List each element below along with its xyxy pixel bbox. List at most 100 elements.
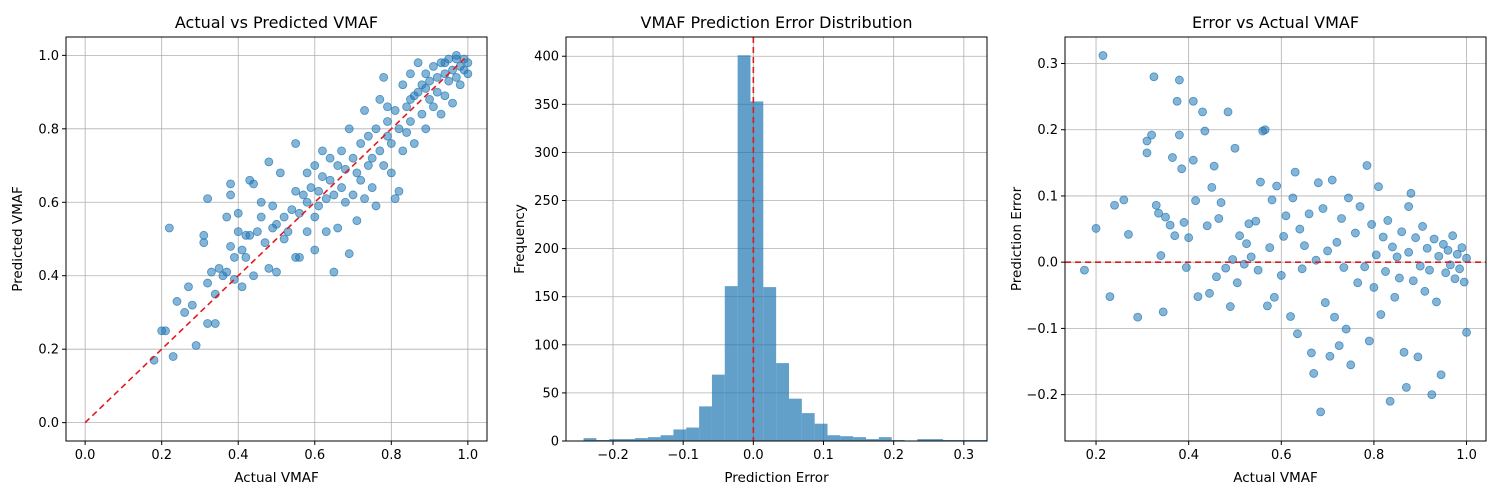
scatter-point xyxy=(352,168,362,178)
y-axis-label: Frequency xyxy=(512,204,528,274)
scatter-point xyxy=(375,146,385,156)
scatter-point xyxy=(451,50,461,60)
x-tick-label: 0.0 xyxy=(743,448,764,463)
scatter-point xyxy=(1239,259,1249,269)
scatter-point xyxy=(1459,277,1469,287)
scatter-point xyxy=(1320,298,1330,307)
scatter-point xyxy=(1422,243,1432,253)
chart-title: Error vs Actual VMAF xyxy=(1192,13,1359,32)
scatter-point xyxy=(1385,396,1395,406)
scatter-point xyxy=(1124,229,1133,239)
y-tick-label: 0.2 xyxy=(1037,123,1058,138)
scatter-point xyxy=(1323,246,1333,256)
scatter-point xyxy=(325,175,335,185)
scatter-point xyxy=(1346,360,1356,370)
histogram-bar xyxy=(711,374,725,441)
histogram-bar xyxy=(801,413,815,441)
scatter-point xyxy=(1394,273,1404,283)
scatter-point xyxy=(390,106,400,115)
scatter-point xyxy=(1408,276,1418,286)
scatter-point xyxy=(1281,211,1291,221)
scatter-point xyxy=(432,87,442,97)
scatter-point xyxy=(371,201,381,211)
scatter-point xyxy=(1288,193,1298,203)
scatter-point xyxy=(272,219,281,229)
scatter-point xyxy=(233,208,243,218)
scatter-point xyxy=(180,308,190,317)
histogram-bar xyxy=(776,363,789,441)
scatter-point xyxy=(1443,245,1453,255)
scatter-point xyxy=(222,212,232,222)
scatter-point xyxy=(252,227,262,237)
scatter-point xyxy=(383,117,392,126)
scatter-point xyxy=(1367,220,1377,229)
scatter-point xyxy=(1401,382,1411,392)
scatter-point xyxy=(1399,347,1409,357)
scatter-point xyxy=(321,194,331,204)
scatter-point xyxy=(1455,264,1465,274)
x-tick-label: −0.1 xyxy=(667,448,699,463)
scatter-point xyxy=(237,245,247,255)
x-tick-label: 0.1 xyxy=(813,448,834,463)
scatter-point xyxy=(1311,255,1321,265)
chart-title: VMAF Prediction Error Distribution xyxy=(641,13,913,32)
histogram-bar xyxy=(763,287,777,441)
scatter-point xyxy=(1080,265,1089,275)
scatter-point xyxy=(421,124,431,134)
scatter-point xyxy=(1369,282,1379,292)
scatter-point xyxy=(298,190,308,200)
scatter-point xyxy=(1371,250,1381,260)
scatter-point xyxy=(406,117,415,126)
scatter-point xyxy=(1425,265,1434,275)
y-tick-label: 0.4 xyxy=(38,269,59,284)
scatter-point xyxy=(348,190,358,200)
scatter-point xyxy=(1214,214,1224,223)
scatter-point xyxy=(417,109,427,119)
scatter-point xyxy=(210,319,220,328)
scatter-point xyxy=(383,102,392,112)
scatter-point xyxy=(1253,265,1263,275)
y-tick-label: 0.8 xyxy=(38,122,59,137)
scatter-point xyxy=(1436,370,1446,380)
scatter-point xyxy=(302,197,312,207)
scatter-point xyxy=(340,197,350,207)
scatter-point xyxy=(448,98,457,108)
scatter-point xyxy=(344,249,354,259)
scatter-point xyxy=(1297,264,1307,274)
scatter-point xyxy=(1098,51,1108,60)
scatter-point xyxy=(1165,220,1175,230)
chart-panel-2: −0.2 −0.1 0.0 0.1 0.2 0.3 0 50 100 150 200 250 300 35… xyxy=(512,13,988,486)
y-axis-label: Predicted VMAF xyxy=(10,186,26,292)
scatter-point xyxy=(425,76,434,86)
y-tick-label: 0.3 xyxy=(1037,57,1058,72)
histogram-bar xyxy=(660,435,674,441)
x-tick-label: 0.8 xyxy=(381,448,402,463)
scatter-point xyxy=(1209,161,1219,171)
histogram-bar xyxy=(686,427,700,441)
scatter-point xyxy=(1350,228,1360,238)
scatter-point xyxy=(1415,261,1425,271)
scatter-point xyxy=(321,227,331,237)
x-axis-label: Prediction Error xyxy=(724,470,829,486)
scatter-point xyxy=(275,168,285,178)
scatter-point xyxy=(394,186,404,196)
scatter-point xyxy=(1133,312,1143,322)
scatter-point xyxy=(1390,292,1400,302)
scatter-point xyxy=(360,106,369,115)
scatter-point xyxy=(348,153,358,163)
scatter-point xyxy=(356,175,366,185)
scatter-point xyxy=(1441,268,1451,278)
scatter-point xyxy=(333,161,343,170)
scatter-point xyxy=(168,352,178,361)
scatter-point xyxy=(1392,252,1402,262)
scatter-point xyxy=(463,69,473,79)
scatter-point xyxy=(233,227,243,237)
scatter-point xyxy=(302,227,312,237)
histogram-bar xyxy=(827,435,841,441)
scatter-point xyxy=(1193,292,1203,302)
scatter-point xyxy=(1256,177,1265,187)
histogram-bar xyxy=(788,398,802,441)
x-tick-label: 0.6 xyxy=(304,448,325,463)
scatter-point xyxy=(1411,233,1421,243)
scatter-point xyxy=(1293,329,1302,339)
